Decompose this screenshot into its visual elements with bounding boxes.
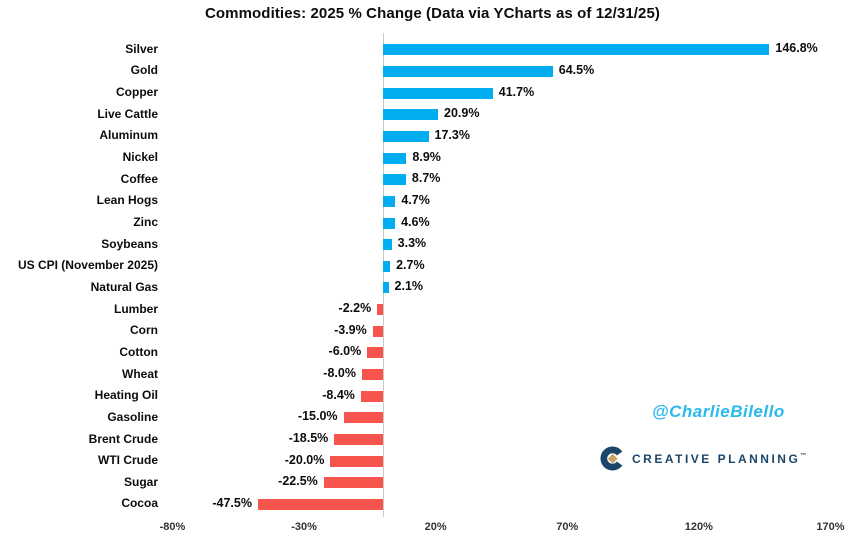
category-label: Aluminum — [99, 128, 158, 143]
bar — [383, 130, 429, 142]
bar — [383, 239, 392, 251]
brand-logo: CREATIVE PLANNING ™ — [600, 446, 806, 471]
value-label: 4.6% — [401, 214, 430, 229]
bar — [383, 260, 391, 272]
x-axis-tick-label: -80% — [159, 521, 186, 533]
bar — [367, 347, 383, 359]
creative-planning-icon — [600, 446, 625, 471]
category-label: Silver — [125, 41, 158, 56]
bar — [323, 477, 383, 489]
category-label: Corn — [130, 323, 158, 338]
category-label: Cocoa — [121, 496, 158, 511]
value-label: -8.0% — [323, 366, 356, 381]
category-label: Cotton — [119, 344, 158, 359]
bar — [377, 304, 383, 316]
category-label: Gold — [130, 63, 158, 78]
value-label: 3.3% — [397, 236, 427, 251]
bar — [383, 152, 407, 164]
bar — [383, 174, 406, 186]
brand-name: CREATIVE PLANNING — [632, 451, 801, 466]
value-label: 2.7% — [396, 257, 425, 272]
bar — [383, 282, 389, 294]
category-label: Wheat — [122, 366, 158, 381]
value-label: -8.4% — [322, 387, 355, 402]
x-axis-tick-label: 70% — [556, 521, 579, 533]
bar — [383, 87, 493, 99]
value-label: -47.5% — [212, 495, 252, 510]
category-label: Live Cattle — [97, 106, 158, 121]
brand-trademark: ™ — [800, 452, 807, 459]
bar — [383, 217, 396, 229]
category-label: Gasoline — [107, 409, 158, 424]
value-label: -3.9% — [334, 322, 367, 337]
bar — [383, 195, 396, 207]
bar — [360, 390, 383, 402]
value-label: 64.5% — [558, 62, 595, 77]
category-label: Lumber — [113, 301, 158, 316]
zero-axis-line — [383, 33, 384, 517]
value-label: 20.9% — [444, 106, 480, 121]
value-label: 4.7% — [401, 192, 430, 207]
bar — [372, 325, 383, 337]
category-label: Coffee — [120, 171, 158, 186]
bar — [257, 498, 383, 510]
x-axis-tick-label: -30% — [291, 521, 317, 533]
value-label: 2.1% — [394, 279, 424, 294]
category-label: Sugar — [123, 474, 158, 489]
value-label: -18.5% — [288, 431, 329, 446]
bar — [383, 65, 553, 77]
bar — [330, 455, 383, 467]
category-label: Copper — [116, 85, 158, 100]
value-label: 146.8% — [775, 41, 818, 56]
bar — [383, 44, 770, 56]
category-label: Nickel — [122, 150, 158, 165]
x-axis-tick-label: 120% — [684, 521, 713, 533]
value-label: 41.7% — [498, 84, 535, 99]
value-label: 8.9% — [412, 149, 441, 164]
x-axis-tick-label: 170% — [816, 521, 845, 533]
bar — [343, 412, 383, 424]
category-label: Heating Oil — [94, 388, 158, 403]
value-label: -2.2% — [338, 301, 372, 316]
bar — [334, 434, 383, 446]
category-label: Natural Gas — [90, 279, 158, 294]
category-label: Soybeans — [101, 236, 158, 251]
bar — [383, 109, 438, 121]
category-label: US CPI (November 2025) — [17, 258, 158, 273]
category-label: WTI Crude — [98, 453, 158, 468]
chart-title: Commodities: 2025 % Change (Data via YCh… — [204, 5, 661, 22]
value-label: -20.0% — [284, 452, 325, 467]
value-label: 17.3% — [434, 127, 470, 142]
value-label: -22.5% — [278, 474, 318, 489]
value-label: 8.7% — [411, 171, 441, 186]
value-label: -15.0% — [297, 409, 338, 424]
category-label: Zinc — [133, 215, 158, 230]
x-axis-tick-label: 20% — [424, 521, 447, 533]
category-label: Lean Hogs — [96, 193, 158, 208]
bar — [361, 369, 383, 381]
value-label: -6.0% — [328, 344, 362, 359]
watermark-handle: @CharlieBilello — [652, 402, 785, 421]
category-label: Brent Crude — [88, 431, 158, 446]
